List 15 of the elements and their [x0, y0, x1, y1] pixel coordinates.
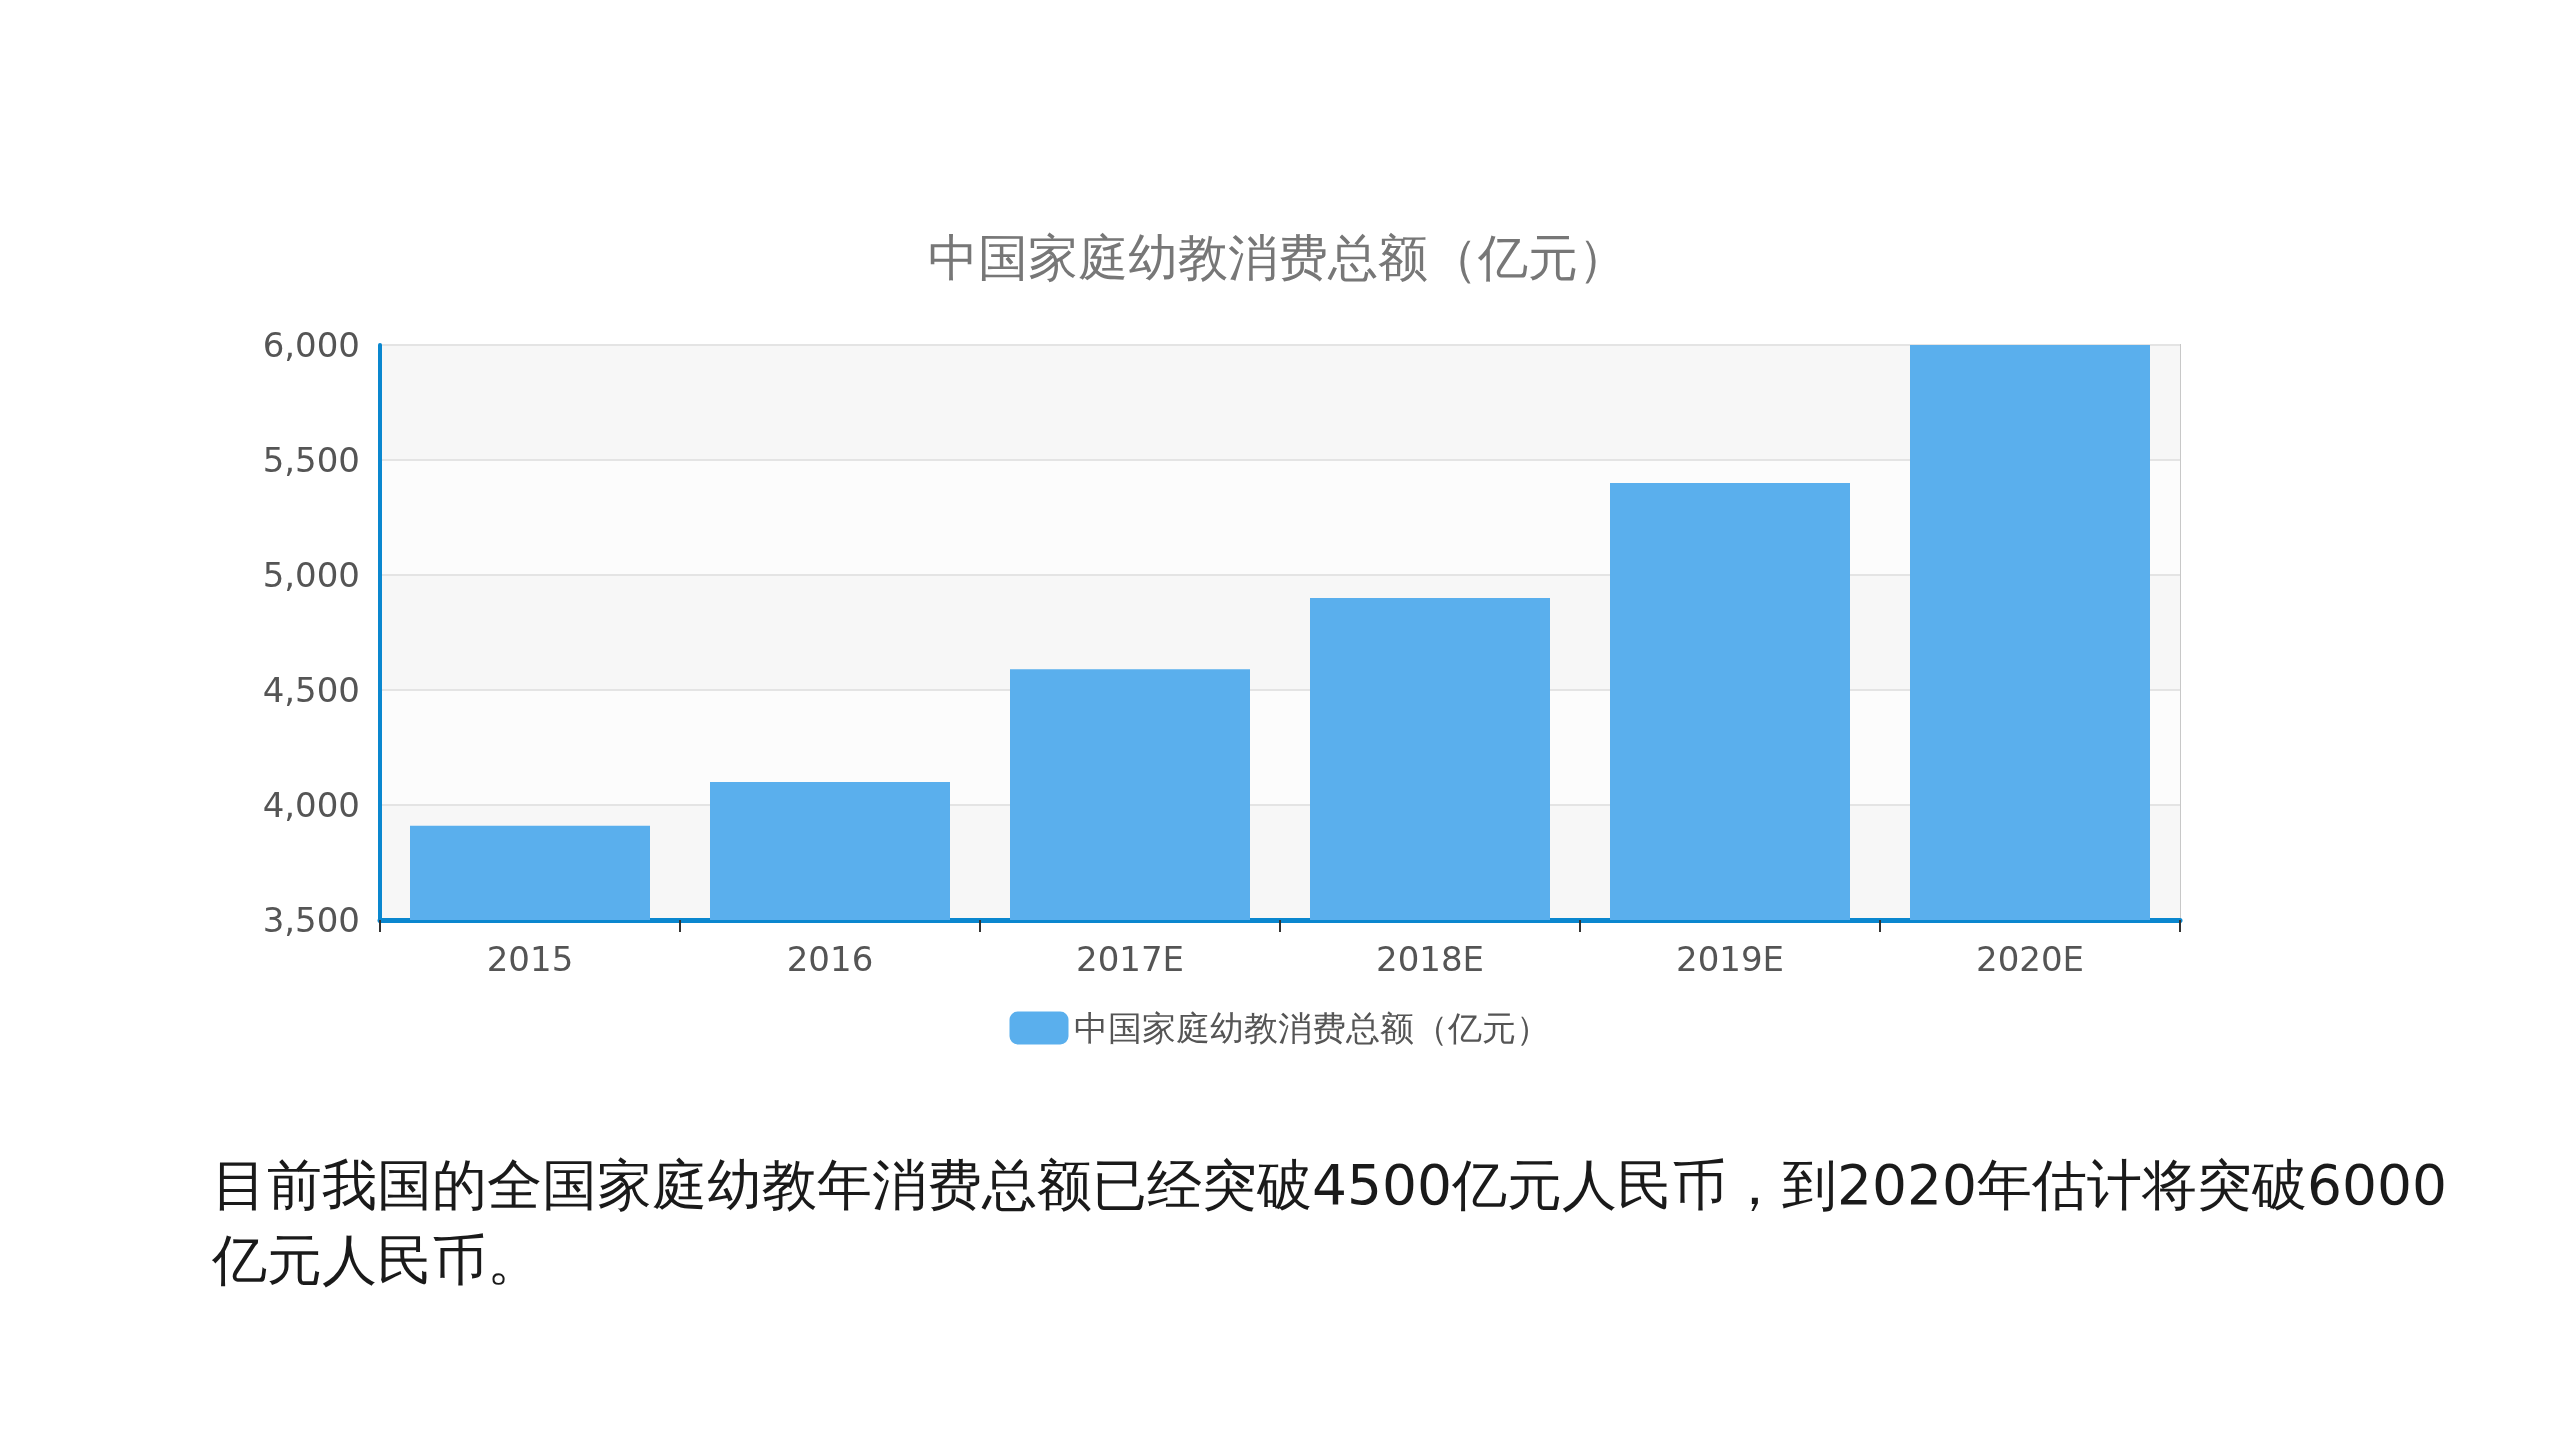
x-tick-label: 2019E	[1675, 939, 1785, 979]
legend-label: 中国家庭幼教消费总额（亿元）	[1073, 1008, 1550, 1048]
x-tick-label: 2020E	[1975, 939, 2085, 979]
y-tick-label: 5,500	[262, 440, 360, 480]
y-tick-label: 4,000	[262, 785, 360, 825]
x-tick-label: 2017E	[1075, 939, 1185, 979]
text: 目前我国的全国家庭幼教年消费总额已经突破4500亿元人民币，到2020年估计将突破6000亿元人民币。	[212, 1152, 2448, 1294]
x-tick-label: 2016	[786, 939, 874, 979]
y-tick-label: 3,500	[262, 900, 360, 940]
y-tick-label: 6,000	[262, 325, 360, 365]
chart-title: 中国家庭幼教消费总额（亿元）	[928, 229, 1628, 287]
y-tick-label: 4,500	[262, 670, 360, 710]
y-tick-label: 5,000	[262, 555, 360, 595]
x-tick-label: 2015	[486, 939, 574, 979]
x-tick-label: 2018E	[1375, 939, 1485, 979]
